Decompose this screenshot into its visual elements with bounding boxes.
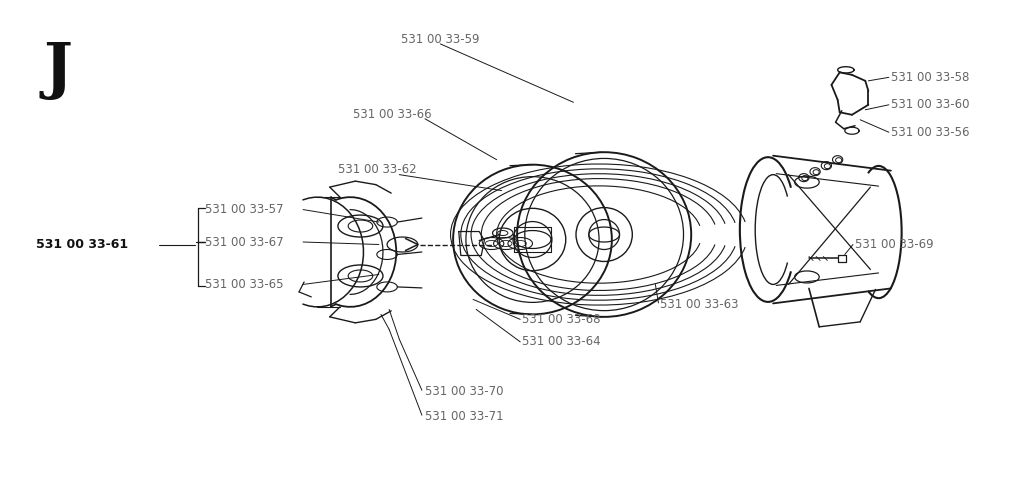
Text: 531 00 33-56: 531 00 33-56 — [891, 126, 970, 139]
Text: 531 00 33-64: 531 00 33-64 — [522, 335, 601, 348]
Text: 531 00 33-59: 531 00 33-59 — [401, 33, 479, 46]
Text: 531 00 33-58: 531 00 33-58 — [891, 71, 970, 84]
Text: 531 00 33-63: 531 00 33-63 — [660, 298, 739, 311]
Text: 531 00 33-71: 531 00 33-71 — [425, 410, 504, 423]
Text: 531 00 33-65: 531 00 33-65 — [205, 278, 284, 291]
Text: J: J — [43, 40, 72, 100]
Text: 531 00 33-61: 531 00 33-61 — [36, 238, 128, 251]
Text: 531 00 33-57: 531 00 33-57 — [205, 203, 284, 216]
Text: 531 00 33-66: 531 00 33-66 — [353, 108, 432, 121]
Text: 531 00 33-69: 531 00 33-69 — [855, 238, 934, 251]
Text: 531 00 33-68: 531 00 33-68 — [522, 313, 601, 326]
Text: 531 00 33-67: 531 00 33-67 — [205, 236, 284, 249]
Text: 531 00 33-70: 531 00 33-70 — [425, 385, 504, 398]
Text: 531 00 33-60: 531 00 33-60 — [891, 98, 970, 111]
Text: 531 00 33-62: 531 00 33-62 — [338, 163, 417, 176]
